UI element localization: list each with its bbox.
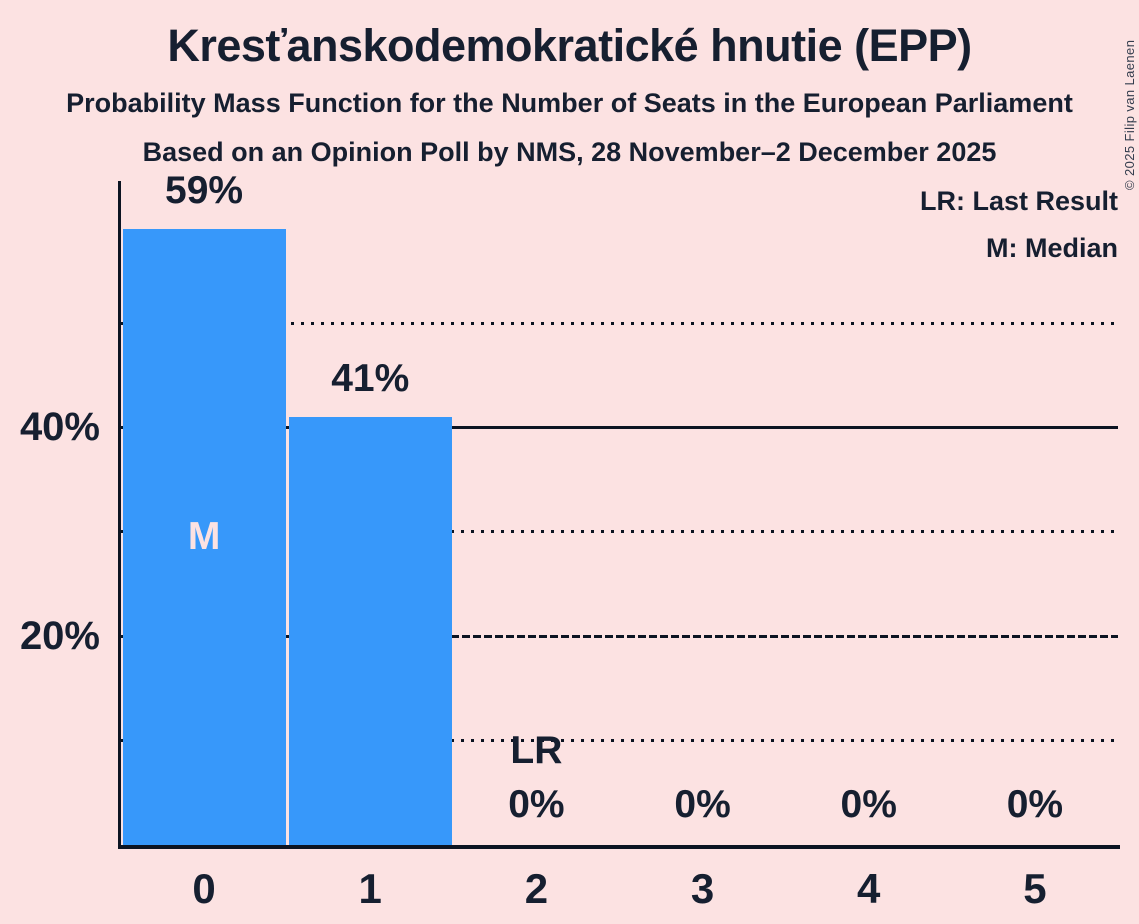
x-tick-label-3: 3 bbox=[690, 865, 715, 912]
median-label: M bbox=[187, 515, 221, 559]
bar bbox=[288, 416, 452, 845]
x-tick-label-5: 5 bbox=[1023, 865, 1047, 912]
zero-value-label: 0% bbox=[840, 783, 897, 826]
gridline-40pct bbox=[121, 425, 1118, 429]
last-result-label: LR bbox=[510, 729, 563, 772]
x-tick-label-0: 0 bbox=[192, 865, 216, 912]
bar-value-label: 59% bbox=[165, 169, 244, 213]
poll-source-subtitle: Based on an Opinion Poll by NMS, 28 Nove… bbox=[142, 137, 997, 167]
gridline-20pct bbox=[121, 634, 1118, 638]
zero-value-label: 0% bbox=[674, 783, 731, 826]
legend-last-result: LR: Last Result bbox=[919, 186, 1118, 216]
gridline-50pct bbox=[121, 321, 1118, 325]
y-tick-label-40: 40% bbox=[19, 405, 100, 450]
chart-subtitle: Probability Mass Function for the Number… bbox=[66, 88, 1073, 118]
plot-area: 20% 40% 59% 0 41% 1 0% 2 0% 3 0% 4 0% 5 M LR bbox=[20, 169, 1118, 912]
gridline-30pct bbox=[121, 530, 1118, 534]
copyright-text: © 2025 Filip van Laenen bbox=[1122, 39, 1137, 190]
x-tick-label-1: 1 bbox=[358, 865, 382, 912]
zero-value-label: 0% bbox=[1006, 783, 1064, 826]
y-tick-label-20: 20% bbox=[19, 614, 100, 659]
zero-value-label: 0% bbox=[508, 783, 565, 826]
y-axis-line bbox=[118, 181, 121, 849]
bar-value-label: 41% bbox=[331, 356, 410, 400]
x-tick-label-2: 2 bbox=[524, 865, 549, 912]
gridline-10pct bbox=[121, 739, 1118, 743]
legend-median: M: Median bbox=[986, 233, 1118, 263]
x-axis-line bbox=[118, 845, 1120, 849]
chart-title: Kresťanskodemokratické hnutie (EPP) bbox=[167, 20, 972, 71]
x-tick-label-4: 4 bbox=[857, 865, 881, 912]
bar bbox=[122, 229, 286, 845]
